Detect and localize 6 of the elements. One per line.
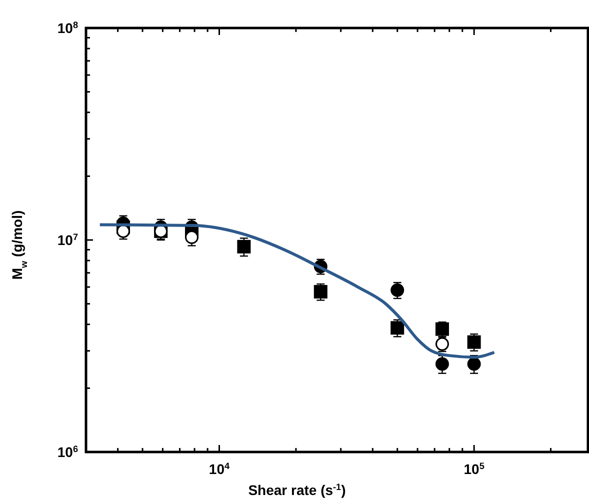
x-tick-label: 10$^{4}$ bbox=[208, 461, 230, 477]
y-tick-label: 10$^{8}$ bbox=[57, 20, 78, 36]
x-tick-label: 10$^{5}$ bbox=[464, 461, 484, 477]
y-tick-label: 10$^{7}$ bbox=[57, 232, 78, 248]
x-axis-title: Shear rate (s$^{-1}$) bbox=[248, 482, 346, 498]
y-tick-label: 10$^{6}$ bbox=[57, 444, 78, 460]
